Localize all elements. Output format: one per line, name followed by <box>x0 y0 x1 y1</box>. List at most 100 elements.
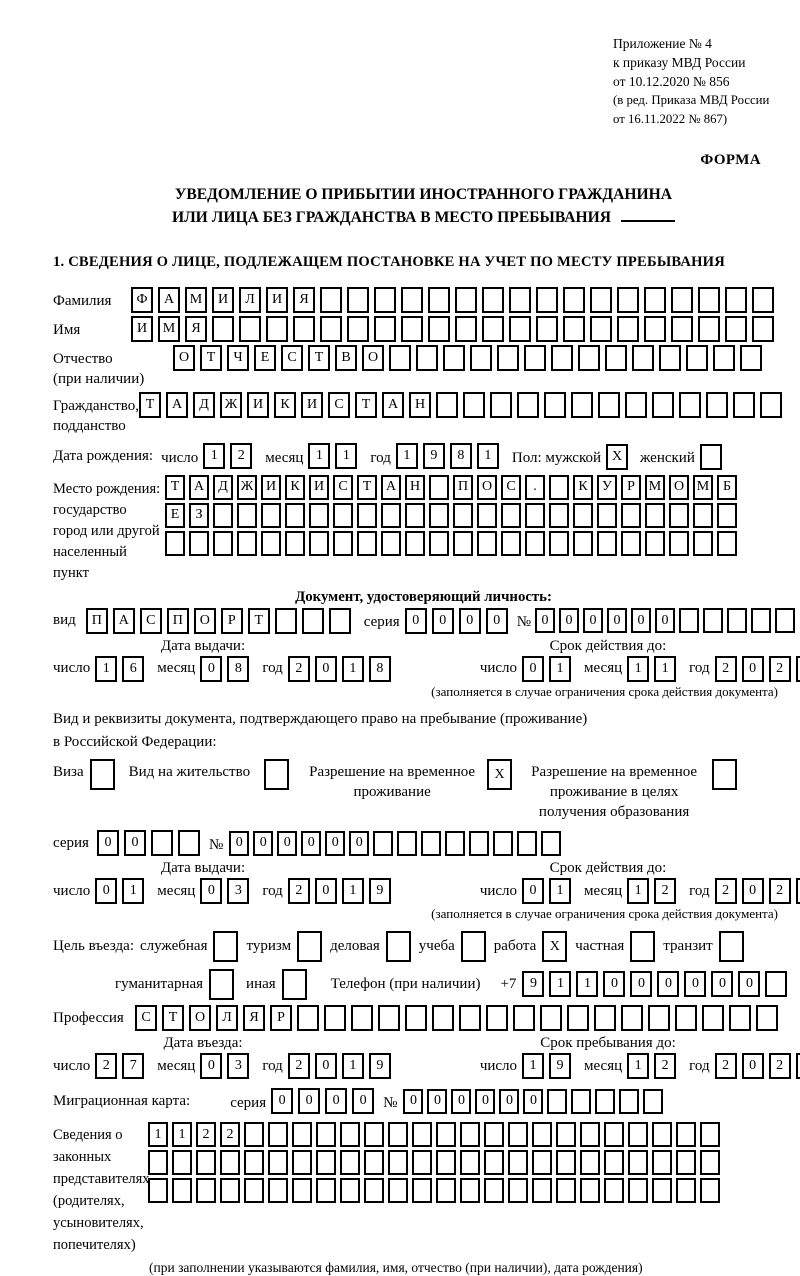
char-cell[interactable]: А <box>381 474 401 500</box>
char-cell[interactable]: 0 <box>301 830 322 856</box>
char-cell[interactable] <box>508 1122 528 1148</box>
char-cell[interactable]: 5 <box>795 878 800 905</box>
char-cell[interactable]: 1 <box>627 1053 650 1080</box>
char-cell[interactable] <box>644 315 666 342</box>
char-cell[interactable]: 0 <box>404 607 427 634</box>
char-cell[interactable] <box>351 1005 373 1032</box>
char-cell[interactable] <box>675 1005 697 1032</box>
char-cell[interactable] <box>752 315 774 342</box>
char-cell[interactable] <box>405 1005 427 1032</box>
char-cell[interactable]: М <box>185 286 207 313</box>
char-cell[interactable] <box>459 1005 481 1032</box>
char-cell[interactable] <box>536 315 558 342</box>
char-cell[interactable] <box>617 315 639 342</box>
char-cell[interactable] <box>429 474 449 500</box>
char-cell[interactable]: Т <box>200 344 222 371</box>
char-cell[interactable] <box>580 1122 600 1148</box>
char-cell[interactable] <box>293 315 315 342</box>
char-cell[interactable] <box>628 1178 648 1204</box>
char-cell[interactable] <box>648 1005 670 1032</box>
char-cell[interactable]: 1 <box>627 878 650 905</box>
char-cell[interactable]: Д <box>213 474 233 500</box>
visa-checkbox[interactable] <box>89 759 115 791</box>
char-cell[interactable]: Д <box>193 391 215 418</box>
char-cell[interactable] <box>525 530 545 556</box>
char-cell[interactable]: 1 <box>122 878 145 905</box>
char-cell[interactable]: 0 <box>559 608 579 634</box>
char-cell[interactable]: 0 <box>630 971 653 998</box>
char-cell[interactable] <box>532 1122 552 1148</box>
char-cell[interactable] <box>501 530 521 556</box>
char-cell[interactable] <box>378 1005 400 1032</box>
char-cell[interactable]: А <box>382 391 404 418</box>
temp-residence-checkbox[interactable]: X <box>487 759 513 791</box>
char-cell[interactable] <box>727 608 747 634</box>
char-cell[interactable] <box>428 286 450 313</box>
char-cell[interactable] <box>177 830 200 857</box>
char-cell[interactable]: 0 <box>431 607 454 634</box>
char-cell[interactable]: 0 <box>607 608 627 634</box>
char-cell[interactable]: 0 <box>96 830 119 857</box>
char-cell[interactable] <box>725 286 747 313</box>
char-cell[interactable]: Б <box>717 474 737 500</box>
char-cell[interactable]: 1 <box>549 971 572 998</box>
char-cell[interactable] <box>477 530 497 556</box>
char-cell[interactable] <box>412 1178 432 1204</box>
char-cell[interactable] <box>598 391 620 418</box>
purpose-transit-checkbox[interactable] <box>718 931 744 963</box>
char-cell[interactable]: З <box>189 502 209 528</box>
char-cell[interactable] <box>316 1122 336 1148</box>
char-cell[interactable]: 3 <box>227 878 250 905</box>
char-cell[interactable] <box>733 391 755 418</box>
char-cell[interactable] <box>621 502 641 528</box>
char-cell[interactable] <box>700 1178 720 1204</box>
char-cell[interactable]: 0 <box>711 971 734 998</box>
char-cell[interactable]: 1 <box>576 971 599 998</box>
char-cell[interactable] <box>445 830 466 856</box>
char-cell[interactable] <box>604 1122 624 1148</box>
char-cell[interactable] <box>237 530 257 556</box>
char-cell[interactable]: 0 <box>200 655 223 682</box>
char-cell[interactable] <box>563 286 585 313</box>
char-cell[interactable]: 0 <box>451 1088 472 1114</box>
char-cell[interactable]: 0 <box>298 1088 321 1115</box>
char-cell[interactable] <box>469 830 490 856</box>
char-cell[interactable] <box>477 502 497 528</box>
char-cell[interactable]: О <box>193 607 216 634</box>
char-cell[interactable]: О <box>173 344 195 371</box>
char-cell[interactable]: А <box>166 391 188 418</box>
char-cell[interactable] <box>484 1122 504 1148</box>
char-cell[interactable] <box>679 391 701 418</box>
char-cell[interactable] <box>590 315 612 342</box>
char-cell[interactable] <box>549 530 569 556</box>
char-cell[interactable] <box>292 1122 312 1148</box>
char-cell[interactable]: 1 <box>627 655 650 682</box>
char-cell[interactable]: 0 <box>271 1088 294 1115</box>
char-cell[interactable] <box>551 344 573 371</box>
char-cell[interactable]: 0 <box>475 1088 496 1114</box>
char-cell[interactable] <box>309 530 329 556</box>
char-cell[interactable] <box>460 1122 480 1148</box>
char-cell[interactable] <box>196 1178 216 1204</box>
char-cell[interactable] <box>484 1178 504 1204</box>
char-cell[interactable] <box>679 608 699 634</box>
char-cell[interactable]: 1 <box>654 655 677 682</box>
char-cell[interactable] <box>432 1005 454 1032</box>
char-cell[interactable]: 0 <box>657 971 680 998</box>
char-cell[interactable] <box>652 1122 672 1148</box>
char-cell[interactable] <box>717 530 737 556</box>
char-cell[interactable]: 0 <box>603 971 626 998</box>
purpose-study-checkbox[interactable] <box>460 931 486 963</box>
char-cell[interactable]: 0 <box>253 830 274 856</box>
char-cell[interactable] <box>347 286 369 313</box>
char-cell[interactable] <box>525 502 545 528</box>
char-cell[interactable]: 0 <box>314 1053 337 1080</box>
char-cell[interactable] <box>643 1088 664 1114</box>
char-cell[interactable] <box>556 1178 576 1204</box>
char-cell[interactable]: 2 <box>768 655 791 682</box>
char-cell[interactable] <box>490 391 512 418</box>
char-cell[interactable] <box>357 530 377 556</box>
char-cell[interactable]: Т <box>162 1005 184 1032</box>
char-cell[interactable] <box>297 1005 319 1032</box>
char-cell[interactable]: С <box>135 1005 157 1032</box>
